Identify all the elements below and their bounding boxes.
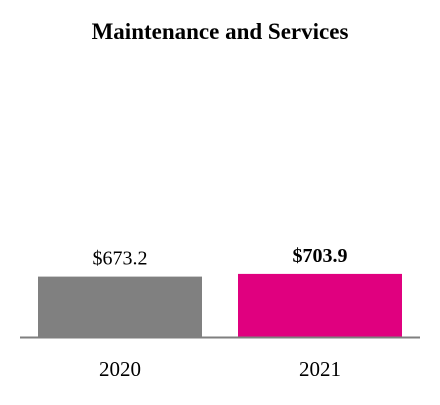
bar-2020 [38,276,202,337]
labels-layer: $673.2 2020 $703.9 2021 [93,245,348,381]
value-label-2020: $673.2 [93,248,148,270]
bars-layer [38,273,402,337]
x-tick-label-2021: 2021 [299,357,341,381]
x-tick-label-2020: 2020 [99,357,141,381]
bar-2021 [238,273,402,337]
chart-title: Maintenance and Services [92,19,349,44]
value-label-2021: $703.9 [293,245,348,267]
